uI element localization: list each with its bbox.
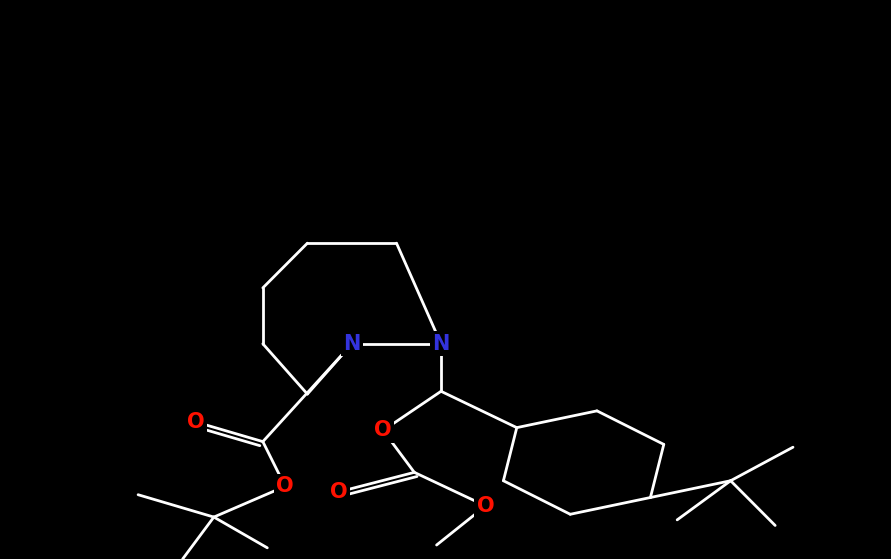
Text: O: O [374, 420, 392, 440]
Text: O: O [477, 496, 495, 516]
Text: N: N [432, 334, 450, 354]
Text: N: N [343, 334, 361, 354]
Text: O: O [330, 482, 347, 502]
Text: O: O [187, 412, 205, 432]
Text: O: O [276, 476, 294, 496]
